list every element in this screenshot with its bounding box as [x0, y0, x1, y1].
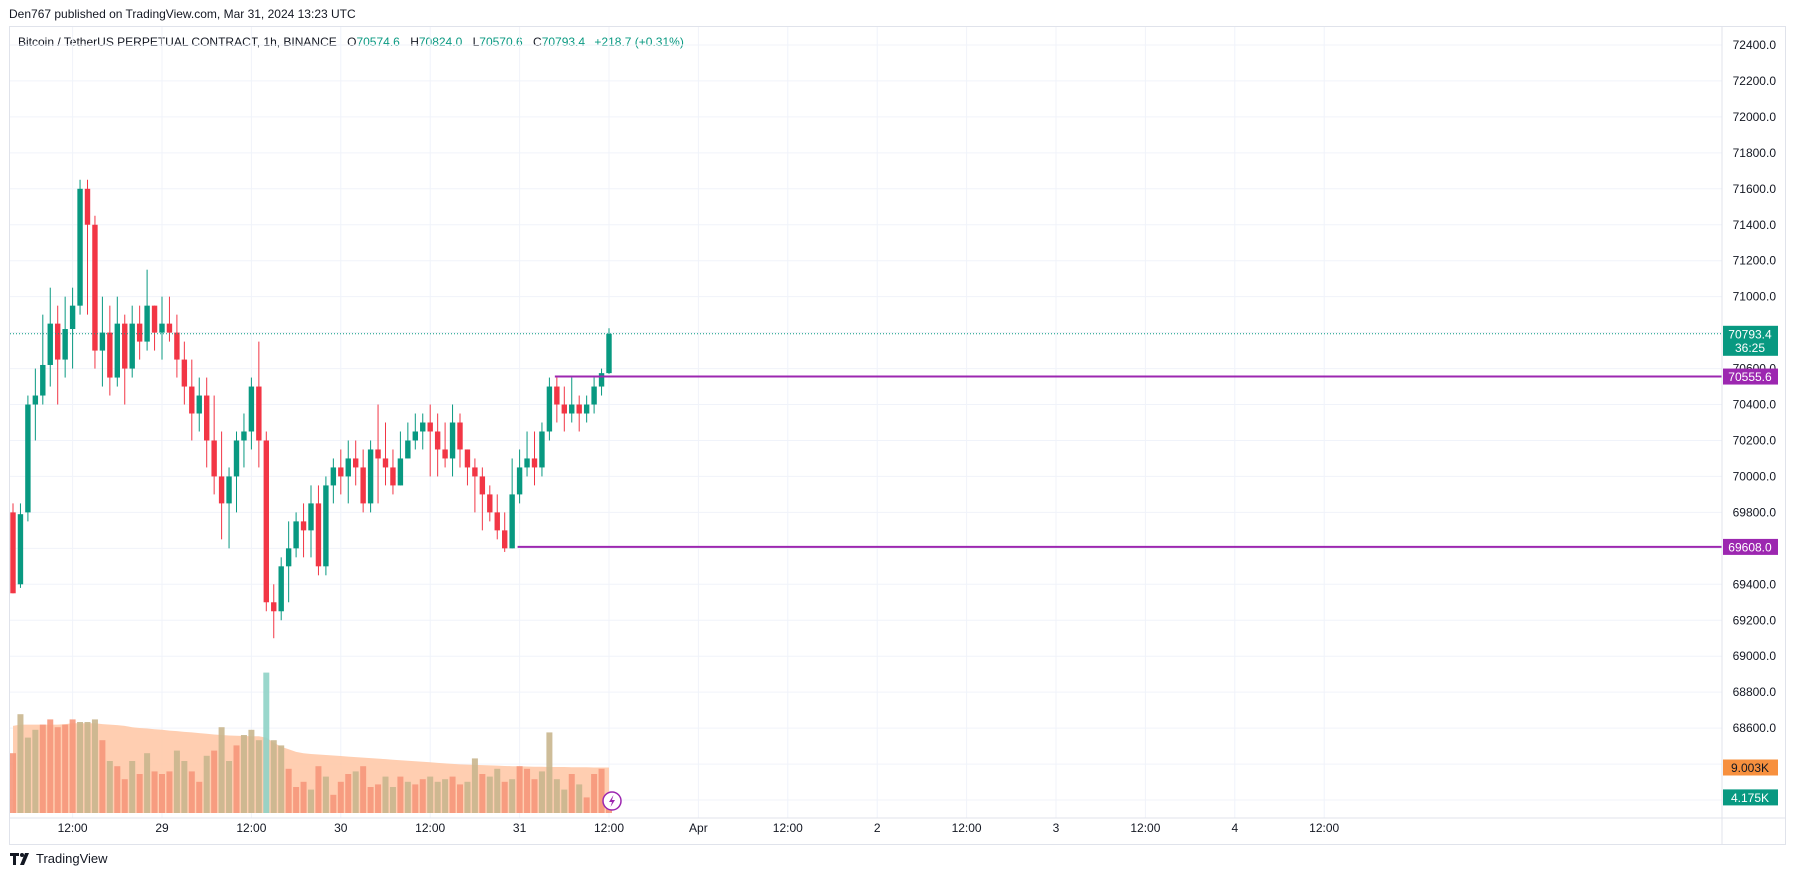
low-value: 70570.6: [479, 35, 522, 49]
tradingview-logo-icon: [10, 853, 32, 865]
open-value: 70574.6: [356, 35, 399, 49]
change-value: +218.7 (+0.31%): [594, 35, 683, 49]
chart-legend: Bitcoin / TetherUS PERPETUAL CONTRACT, 1…: [18, 35, 684, 49]
publisher-attribution: Den767 published on TradingView.com, Mar…: [9, 7, 356, 21]
high-value: 70824.0: [419, 35, 462, 49]
high-key: H: [410, 35, 419, 49]
close-key: C: [533, 35, 542, 49]
tradingview-brand: TradingView: [36, 851, 108, 866]
tradingview-branding[interactable]: TradingView: [10, 851, 108, 866]
chart-frame: [9, 26, 1786, 845]
close-value: 70793.4: [542, 35, 585, 49]
symbol-title[interactable]: Bitcoin / TetherUS PERPETUAL CONTRACT, 1…: [18, 35, 337, 49]
